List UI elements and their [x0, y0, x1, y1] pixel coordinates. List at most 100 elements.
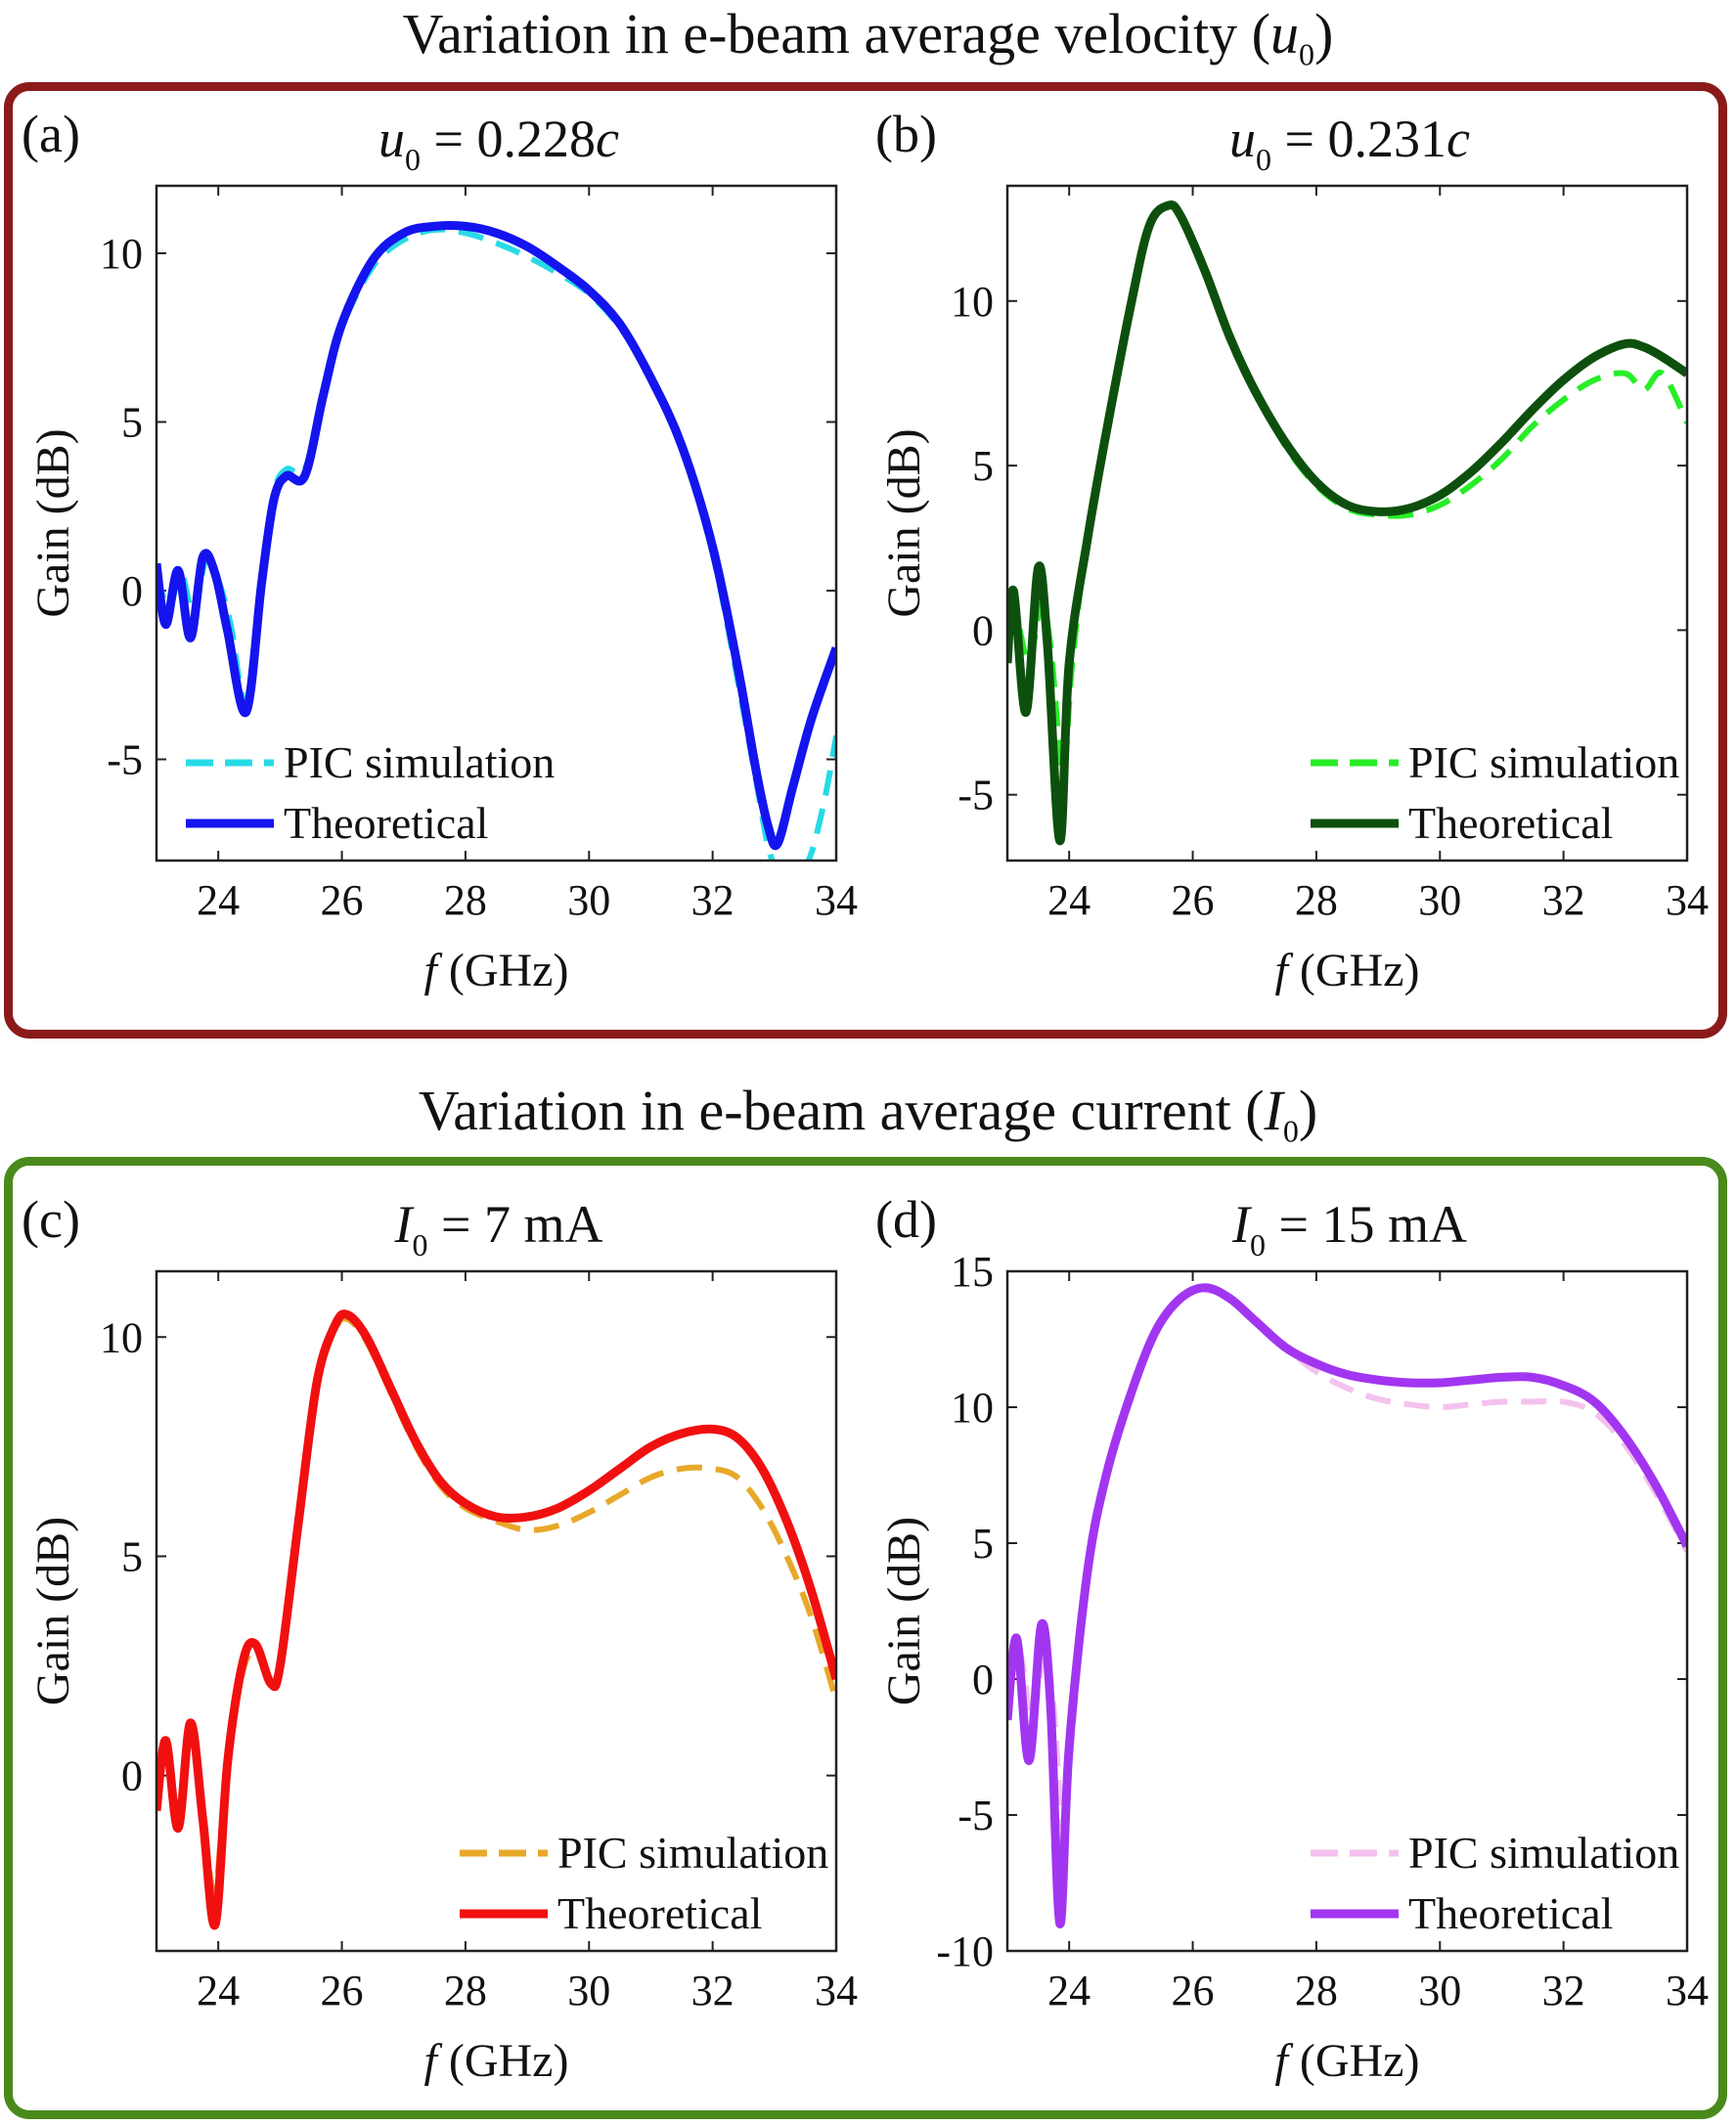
x-axis-label: f (GHz) — [1275, 2035, 1420, 2087]
y-axis-label: Gain (dB) — [878, 428, 930, 617]
y-tick-label: 0 — [972, 606, 994, 654]
axes-box — [155, 184, 838, 863]
axes-box — [1005, 184, 1689, 863]
y-tick-label: 0 — [121, 1752, 143, 1800]
series-line-pic — [1007, 1287, 1687, 1832]
series-line-theoretical — [156, 221, 836, 851]
panel-tag: (d) — [875, 1190, 937, 1249]
series-line-theoretical — [1007, 200, 1687, 846]
x-tick-label: 32 — [691, 1967, 734, 2014]
velocity-frame — [4, 82, 1727, 1039]
section-title-symbol: I — [1264, 1079, 1283, 1142]
x-tick-label: 34 — [1666, 876, 1709, 924]
y-tick-label: 15 — [951, 1248, 994, 1296]
x-tick-label: 34 — [1666, 1967, 1709, 2014]
x-axis-label: f (GHz) — [424, 2035, 569, 2087]
x-tick-label: 24 — [197, 1967, 240, 2014]
axes-box — [155, 1269, 838, 1953]
x-tick-label: 32 — [691, 876, 734, 924]
section-title-sub: 0 — [1298, 36, 1314, 72]
chart-title: I0 = 15 mA — [1231, 1195, 1467, 1262]
x-axis-label: f (GHz) — [1275, 945, 1420, 996]
x-tick-label: 24 — [197, 876, 240, 924]
y-tick-label: 10 — [100, 1313, 143, 1361]
chart-panel-3: 24 26 28 30 32 34 -10 -5 0 5 10 15 PIC simulation The… — [875, 1190, 1709, 2087]
x-tick-label: 24 — [1047, 876, 1091, 924]
chart-title-sub: 0 — [1250, 1227, 1266, 1262]
x-tick-label: 30 — [567, 1967, 610, 2014]
legend-label-0: PIC simulation — [1408, 737, 1679, 787]
y-axis-label: Gain (dB) — [878, 1517, 930, 1705]
y-axis-label: Gain (dB) — [27, 428, 79, 617]
x-tick-label: 24 — [1047, 1967, 1091, 2014]
chart-title-symbol: I — [1231, 1195, 1253, 1254]
y-tick-label: -5 — [957, 772, 994, 819]
x-tick-label: 26 — [321, 876, 364, 924]
legend-label-1: Theoretical — [1408, 1888, 1613, 1938]
y-tick-label: -5 — [107, 736, 143, 784]
chart-panel-1: 24 26 28 30 32 34 -5 0 5 10 PIC simulation Theoreti… — [875, 105, 1709, 996]
series-line-theoretical — [156, 1309, 836, 1930]
section-title-current: Variation in e-beam average current (I0) — [0, 1083, 1736, 1147]
chart-title: I0 = 7 mA — [394, 1195, 603, 1262]
legend-label-0: PIC simulation — [557, 1828, 828, 1878]
y-tick-label: 10 — [100, 230, 143, 278]
panel-tag: (a) — [22, 105, 80, 163]
x-tick-label: 26 — [1172, 1967, 1215, 2014]
y-tick-label: 5 — [972, 442, 994, 490]
chart-title: u0 = 0.231c — [1229, 110, 1470, 177]
section-title-prefix: Variation in e-beam average velocity ( — [402, 2, 1270, 66]
section-title-suffix: ) — [1298, 1079, 1318, 1142]
legend-label-1: Theoretical — [284, 798, 488, 848]
chart-title-unit: c — [1447, 110, 1470, 168]
series-line-pic — [1007, 201, 1687, 775]
current-frame — [4, 1157, 1727, 2119]
x-tick-label: 28 — [444, 1967, 487, 2014]
legend-label-0: PIC simulation — [284, 737, 555, 787]
panel-tag: (b) — [875, 105, 937, 163]
x-tick-label: 30 — [1418, 876, 1461, 924]
chart-title: u0 = 0.228c — [378, 110, 619, 177]
x-tick-label: 28 — [1295, 876, 1338, 924]
chart-title-rest: = 7 mA — [428, 1195, 603, 1254]
axes-box — [1005, 1269, 1689, 1953]
legend-label-1: Theoretical — [557, 1888, 762, 1938]
x-tick-label: 34 — [815, 1967, 858, 2014]
legend-label-0: PIC simulation — [1408, 1828, 1679, 1878]
x-tick-label: 26 — [321, 1967, 364, 2014]
section-title-suffix: ) — [1313, 2, 1334, 66]
x-tick-label: 32 — [1542, 876, 1585, 924]
section-title-sub: 0 — [1282, 1113, 1299, 1149]
y-tick-label: 0 — [972, 1656, 994, 1704]
chart-title-symbol: I — [394, 1195, 416, 1254]
x-tick-label: 30 — [1418, 1967, 1461, 2014]
series-line-theoretical — [1007, 1283, 1687, 1928]
x-axis-label: f (GHz) — [424, 945, 569, 996]
y-tick-label: -5 — [957, 1792, 994, 1839]
y-tick-label: 0 — [121, 567, 143, 615]
x-tick-label: 30 — [567, 876, 610, 924]
x-tick-label: 26 — [1172, 876, 1215, 924]
section-title-prefix: Variation in e-beam average current ( — [418, 1079, 1265, 1142]
chart-title-unit: c — [596, 110, 619, 168]
chart-panel-0: 24 26 28 30 32 34 -5 0 5 10 PIC simulation Theoreti… — [22, 105, 858, 996]
y-tick-label: 5 — [121, 1532, 143, 1580]
chart-title-sub: 0 — [413, 1227, 428, 1262]
x-tick-label: 28 — [444, 876, 487, 924]
y-tick-label: -10 — [936, 1927, 994, 1975]
panel-tag: (c) — [22, 1190, 80, 1249]
y-tick-label: 10 — [951, 278, 994, 326]
x-axis-label-unit: (GHz) — [437, 945, 569, 996]
chart-title-sub: 0 — [405, 142, 421, 177]
x-axis-label-unit: (GHz) — [1288, 2035, 1420, 2087]
legend-label-1: Theoretical — [1408, 798, 1613, 848]
chart-title-symbol: u — [1229, 110, 1256, 168]
y-tick-label: 5 — [972, 1520, 994, 1568]
y-tick-label: 10 — [951, 1384, 994, 1432]
y-axis-label: Gain (dB) — [27, 1517, 79, 1705]
section-title-velocity: Variation in e-beam average velocity (u0… — [0, 6, 1736, 70]
chart-title-rest: = 15 mA — [1266, 1195, 1467, 1254]
chart-title-rest: = 0.228 — [421, 110, 596, 168]
y-tick-label: 5 — [121, 399, 143, 447]
